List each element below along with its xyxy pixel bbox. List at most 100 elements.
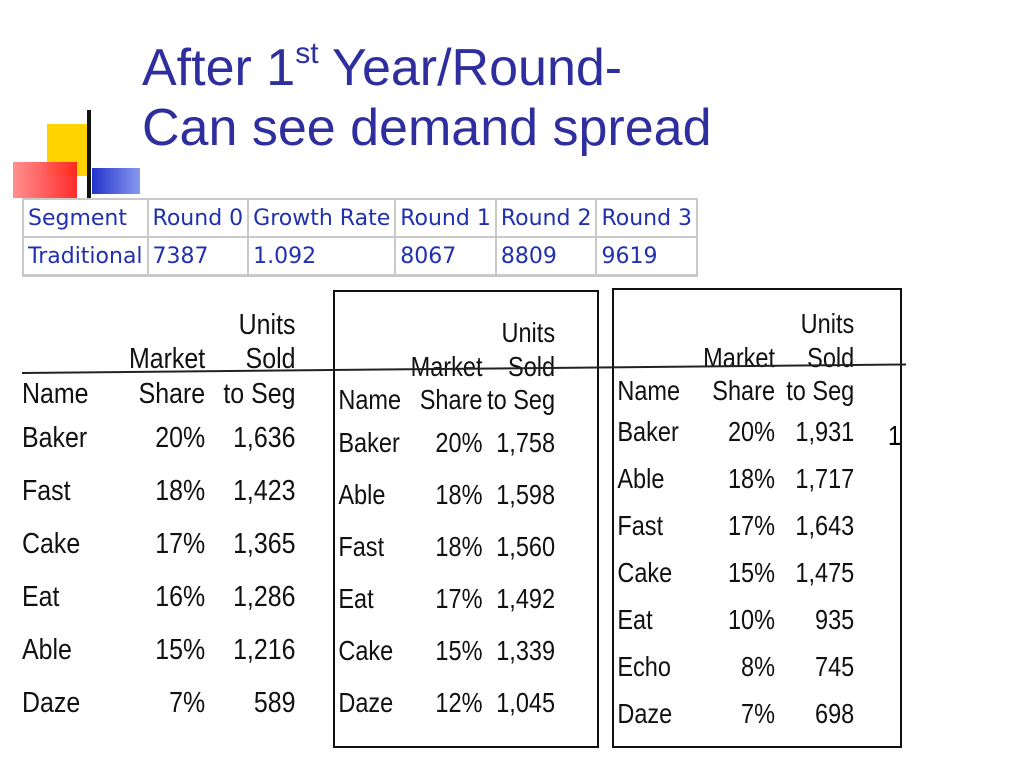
round1-market-share-table: Name Market Share Units Sold to Seg Baker 20… xyxy=(22,290,295,730)
segment-table-header-row: Segment Round 0 Growth Rate Round 1 Roun… xyxy=(22,198,699,238)
market-share: 20% xyxy=(155,422,206,454)
units-sold-header: Units Sold to Seg xyxy=(786,308,855,407)
units-sold: 698 xyxy=(814,697,855,729)
company-name: Fast xyxy=(617,509,664,541)
company-name: Cake xyxy=(22,528,81,560)
table-cell: 9619 xyxy=(595,236,699,277)
market-share-header: Market Share xyxy=(128,343,206,411)
clipped-stray-digit: 1 xyxy=(888,420,902,451)
table-row: Cake 17% 1,365 xyxy=(22,518,295,571)
name-header: Name xyxy=(617,375,681,407)
name-header: Name xyxy=(22,378,89,411)
market-share: 17% xyxy=(435,583,483,614)
table-row: Cake 15% 1,339 xyxy=(338,625,555,677)
header-cell: Round 2 xyxy=(494,198,598,238)
table-cell: 8067 xyxy=(394,236,497,277)
table-row: Daze 7% 589 xyxy=(22,677,295,730)
segment-growth-table: Segment Round 0 Growth Rate Round 1 Roun… xyxy=(22,198,699,277)
market-share-header: Market Share xyxy=(410,350,483,416)
table-row: Daze 7% 698 xyxy=(617,690,854,737)
name-header: Name xyxy=(338,384,402,416)
units-sold: 1,339 xyxy=(496,635,556,666)
logo-red-square xyxy=(13,162,77,198)
market-share: 12% xyxy=(435,687,483,718)
market-share: 15% xyxy=(155,634,206,666)
table-row: Baker 20% 1,636 xyxy=(22,412,295,465)
table-row: Echo 8% 745 xyxy=(617,643,854,690)
company-name: Fast xyxy=(22,475,71,507)
company-name: Eat xyxy=(22,581,60,613)
table-row: Baker 20% 1,758 xyxy=(338,417,555,469)
table-row: Able 18% 1,598 xyxy=(338,469,555,521)
company-name: Baker xyxy=(617,415,679,447)
units-sold-header: Units Sold to Seg xyxy=(487,317,556,416)
units-sold: 1,045 xyxy=(496,687,556,718)
market-share: 18% xyxy=(435,479,483,510)
company-name: Cake xyxy=(338,635,394,666)
table-cell: 7387 xyxy=(146,236,250,277)
title-line2: Can see demand spread xyxy=(142,99,712,157)
market-share: 17% xyxy=(155,528,206,560)
company-name: Able xyxy=(338,479,386,510)
market-share: 20% xyxy=(727,415,776,447)
title-line1-prefix: After 1 xyxy=(142,39,296,97)
title-superscript: st xyxy=(295,37,319,70)
market-share: 8% xyxy=(741,650,776,682)
units-sold: 1,636 xyxy=(233,422,296,454)
table-row: Fast 18% 1,560 xyxy=(338,521,555,573)
header-cell: Round 3 xyxy=(595,198,699,238)
table-row: Cake 15% 1,475 xyxy=(617,549,854,596)
company-name: Daze xyxy=(338,687,394,718)
units-sold: 1,492 xyxy=(496,583,556,614)
table-row: Eat 17% 1,492 xyxy=(338,573,555,625)
company-name: Able xyxy=(617,462,665,494)
units-sold: 1,598 xyxy=(496,479,556,510)
market-share: 17% xyxy=(727,509,776,541)
market-share-header: Market Share xyxy=(703,341,776,407)
segment-table-row: Traditional 7387 1.092 8067 8809 9619 xyxy=(22,236,699,277)
company-name: Daze xyxy=(22,687,81,719)
market-share: 7% xyxy=(169,687,206,719)
units-sold: 1,475 xyxy=(795,556,855,588)
table-cell: 1.092 xyxy=(247,236,397,277)
units-sold: 745 xyxy=(814,650,855,682)
market-share: 7% xyxy=(741,697,776,729)
logo-vertical-line xyxy=(87,110,91,198)
table-row: Able 15% 1,216 xyxy=(22,624,295,677)
header-cell: Round 0 xyxy=(146,198,250,238)
company-name: Cake xyxy=(617,556,673,588)
table-header-row: Name Market Share Units Sold to Seg xyxy=(617,298,854,408)
table-row: Able 18% 1,717 xyxy=(617,455,854,502)
market-share: 18% xyxy=(155,475,206,507)
units-sold: 935 xyxy=(814,603,855,635)
market-share: 18% xyxy=(727,462,776,494)
market-share: 20% xyxy=(435,427,483,458)
header-cell: Segment xyxy=(22,198,149,238)
market-share: 15% xyxy=(435,635,483,666)
company-name: Eat xyxy=(338,583,374,614)
company-name: Baker xyxy=(338,427,400,458)
units-sold: 1,365 xyxy=(233,528,296,560)
slide-title: After 1st Year/Round- Can see demand spr… xyxy=(142,38,712,158)
units-sold: 1,758 xyxy=(496,427,556,458)
units-sold: 1,931 xyxy=(795,415,855,447)
table-row: Daze 12% 1,045 xyxy=(338,677,555,729)
units-sold-header: Units Sold to Seg xyxy=(223,308,296,411)
company-name: Eat xyxy=(617,603,653,635)
table-row: Eat 10% 935 xyxy=(617,596,854,643)
market-share: 16% xyxy=(155,581,206,613)
units-sold: 1,423 xyxy=(233,475,296,507)
table-row: Baker 20% 1,931 xyxy=(617,408,854,455)
company-name: Baker xyxy=(22,422,88,454)
round2-market-share-table: Name Market Share Units Sold to Seg Baker 20… xyxy=(333,290,599,748)
company-name: Daze xyxy=(617,697,673,729)
units-sold: 1,643 xyxy=(795,509,855,541)
company-name: Able xyxy=(22,634,72,666)
round3-market-share-table: Name Market Share Units Sold to Seg Baker 20… xyxy=(612,288,902,748)
logo-blue-square xyxy=(92,168,140,194)
table-cell: 8809 xyxy=(494,236,598,277)
units-sold: 589 xyxy=(253,687,296,719)
units-sold: 1,216 xyxy=(233,634,296,666)
company-name: Fast xyxy=(338,531,385,562)
company-name: Echo xyxy=(617,650,671,682)
